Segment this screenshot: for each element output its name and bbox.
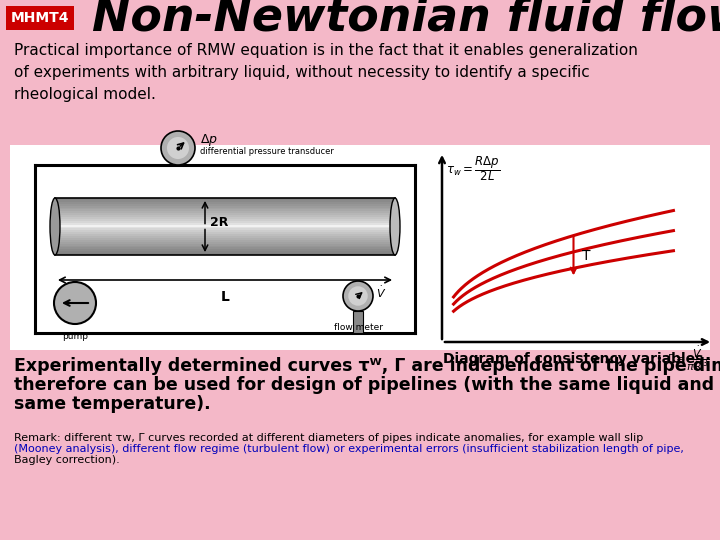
Polygon shape [55,206,395,207]
Polygon shape [55,198,395,200]
Circle shape [161,131,195,165]
Text: pump: pump [62,332,88,341]
Text: Diagram of consistency variables: Diagram of consistency variables [444,352,703,366]
Text: therefore can be used for design of pipelines (with the same liquid and at the: therefore can be used for design of pipe… [14,376,720,394]
Polygon shape [55,200,395,202]
Polygon shape [55,236,395,238]
Polygon shape [55,232,395,234]
Polygon shape [55,226,395,228]
Text: Bagley correction).: Bagley correction). [14,455,120,465]
Polygon shape [55,211,395,213]
Text: same temperature).: same temperature). [14,395,211,413]
Polygon shape [55,246,395,247]
Text: 2R: 2R [210,216,228,229]
Text: differential pressure transducer: differential pressure transducer [200,147,334,157]
Polygon shape [55,242,395,244]
Polygon shape [55,217,395,219]
Ellipse shape [50,198,60,255]
Polygon shape [55,222,395,225]
Text: Practical importance of RMW equation is in the fact that it enables generalizati: Practical importance of RMW equation is … [14,43,638,103]
Polygon shape [55,202,395,204]
Polygon shape [55,228,395,230]
Polygon shape [55,251,395,253]
Text: (Mooney analysis), different flow regime (turbulent flow) or experimental errors: (Mooney analysis), different flow regime… [14,444,684,454]
Text: $\dot{V}$: $\dot{V}$ [376,285,386,300]
Ellipse shape [390,198,400,255]
Polygon shape [55,240,395,242]
Polygon shape [55,221,395,222]
Text: $\Gamma=\dfrac{\dot{V}}{\pi R^3}$: $\Gamma=\dfrac{\dot{V}}{\pi R^3}$ [667,344,709,373]
Text: Experimentally determined curves τᵂ, Γ are independent of the pipe dimensions,: Experimentally determined curves τᵂ, Γ a… [14,357,720,375]
Text: Non-Newtonian fluid flow: Non-Newtonian fluid flow [92,0,720,40]
Polygon shape [55,213,395,215]
Text: T: T [582,248,590,262]
Text: flow meter: flow meter [333,323,382,332]
Circle shape [343,281,373,311]
Polygon shape [55,247,395,249]
Polygon shape [55,230,395,232]
Polygon shape [55,215,395,217]
Polygon shape [55,253,395,255]
Polygon shape [55,238,395,240]
Polygon shape [55,210,395,211]
Polygon shape [55,234,395,236]
Circle shape [54,282,96,324]
Text: $\Delta p$: $\Delta p$ [200,132,218,148]
Text: L: L [220,290,230,304]
Circle shape [167,137,189,159]
Polygon shape [55,207,395,210]
Text: $\tau_w=\dfrac{R\Delta p}{2L}$: $\tau_w=\dfrac{R\Delta p}{2L}$ [446,154,500,183]
Polygon shape [55,219,395,221]
Text: Remark: different τw, Γ curves recorded at different diameters of pipes indicate: Remark: different τw, Γ curves recorded … [14,433,643,443]
Text: MHMT4: MHMT4 [11,11,69,25]
Polygon shape [55,225,395,226]
FancyBboxPatch shape [353,311,363,333]
Polygon shape [55,244,395,246]
Circle shape [348,286,368,306]
Polygon shape [55,204,395,206]
FancyBboxPatch shape [10,145,710,350]
Polygon shape [55,249,395,251]
FancyBboxPatch shape [6,6,74,30]
